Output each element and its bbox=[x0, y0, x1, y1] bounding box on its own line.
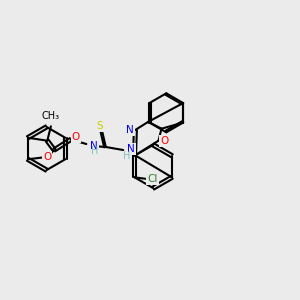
Text: Cl: Cl bbox=[147, 174, 158, 184]
Text: N: N bbox=[127, 144, 134, 154]
Text: CH₃: CH₃ bbox=[42, 111, 60, 121]
Text: S: S bbox=[96, 121, 103, 131]
Text: N: N bbox=[90, 141, 98, 151]
Text: O: O bbox=[72, 131, 80, 142]
Text: H: H bbox=[122, 151, 130, 161]
Text: O: O bbox=[160, 136, 169, 146]
Text: N: N bbox=[126, 125, 134, 135]
Text: H: H bbox=[91, 146, 98, 156]
Text: O: O bbox=[43, 152, 51, 162]
